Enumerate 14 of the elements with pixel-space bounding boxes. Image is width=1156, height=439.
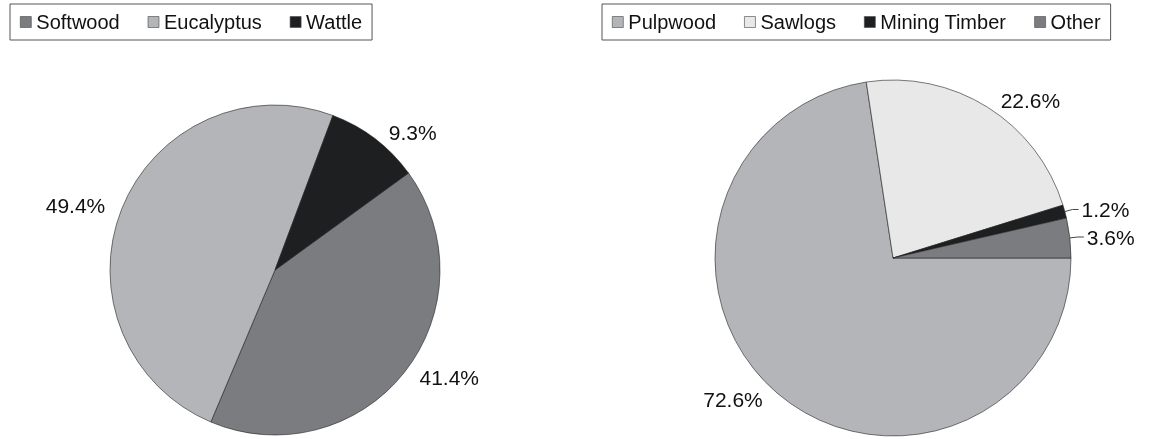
legend-label: Other	[1050, 11, 1101, 33]
data-label: 22.6%	[1000, 88, 1061, 112]
data-label: 49.4%	[45, 194, 106, 218]
legend-label: Mining Timber	[880, 11, 1007, 33]
legend-label: Softwood	[36, 11, 120, 33]
data-label: 72.6%	[703, 387, 763, 411]
data-label: 1.2%	[1081, 197, 1130, 221]
data-label: 9.3%	[388, 120, 437, 144]
legend-label: Sawlogs	[760, 11, 837, 33]
data-label: 41.4%	[419, 366, 480, 390]
legend-label: Wattle	[306, 11, 363, 33]
data-label: 3.6%	[1086, 225, 1135, 249]
legend-label: Eucalyptus	[163, 11, 262, 33]
legend-label: Pulpwood	[628, 11, 717, 33]
